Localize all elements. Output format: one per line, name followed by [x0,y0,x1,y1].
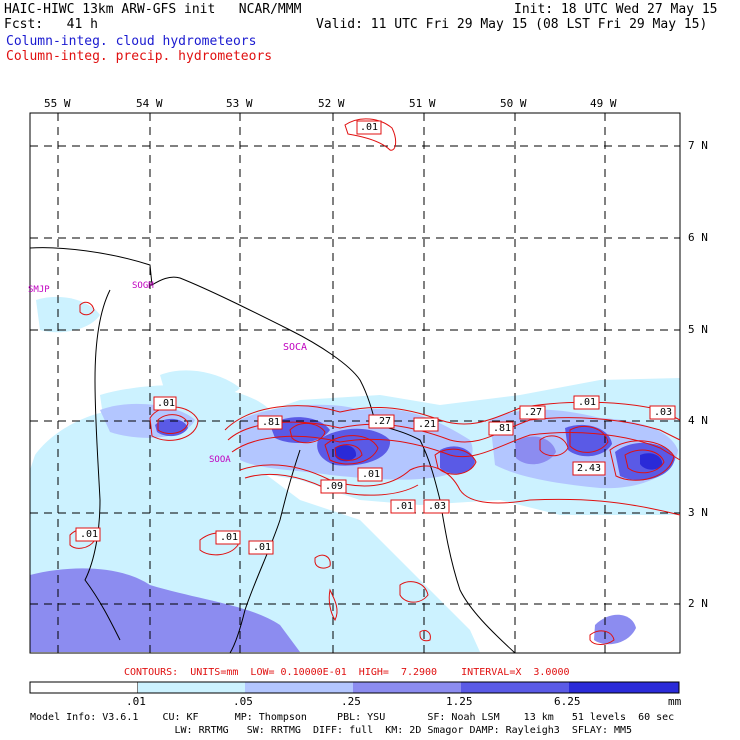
lon-label: 49 W [590,97,617,110]
contour-label: .03 [428,501,447,512]
station-label: SOCA [283,342,308,353]
field-label-precip: Column-integ. precip. hydrometeors [6,49,273,64]
contour-label: .01 [220,532,239,543]
colorbar-tick: .01 [126,695,146,708]
contour-label: .21 [418,419,437,430]
contour-label: .03 [654,407,673,418]
contour-label: 2.43 [577,463,602,474]
contour-label: .01 [360,122,379,133]
station-label: SOOA [209,455,231,465]
lat-label: 4 N [688,414,708,427]
contour-label: .01 [157,398,176,409]
valid-time: Valid: 11 UTC Fri 29 May 15 (08 LST Fri … [316,17,708,32]
station-label: SOGM [132,281,154,291]
contour-label: .01 [253,542,272,553]
init-time: Init: 18 UTC Wed 27 May 15 [514,2,718,17]
contour-label: .81 [262,417,281,428]
contours-info: CONTOURS: UNITS=mm LOW= 0.10000E-01 HIGH… [124,667,570,678]
contour-label: .09 [325,481,344,492]
colorbar-tick: .05 [233,695,253,708]
forecast-hour: Fcst: 41 h [4,17,98,32]
contour-label: .81 [493,423,512,434]
contour-label: .01 [395,501,414,512]
lat-label: 5 N [688,323,708,336]
map-frame [29,112,681,654]
model-info-line1: Model Info: V3.6.1 CU: KF MP: Thompson P… [30,712,675,723]
lat-label: 3 N [688,506,708,519]
lat-label: 2 N [688,597,708,610]
lon-label: 54 W [136,97,163,110]
lon-label: 53 W [226,97,253,110]
colorbar-unit: mm [668,695,682,708]
contour-label-boxes [75,120,676,555]
lat-label: 7 N [688,139,708,152]
lon-label: 52 W [318,97,345,110]
contour-label: .01 [80,529,99,540]
title-left: HAIC-HIWC 13km ARW-GFS init NCAR/MMM [4,2,302,17]
contour-label: .01 [578,397,597,408]
lat-label: 6 N [688,231,708,244]
station-label: SMJP [28,285,50,295]
lon-label: 51 W [409,97,436,110]
colorbar-tick: 6.25 [554,695,581,708]
lat-lon-grid [30,113,680,653]
contour-label: .27 [524,407,543,418]
model-info-line2: LW: RRTMG SW: RRTMG DIFF: full KM: 2D Sm… [30,725,633,736]
colorbar-tick: 1.25 [446,695,473,708]
contour-label: .01 [362,469,381,480]
colorbar-tick: .25 [341,695,361,708]
colorbar [29,681,680,694]
contour-label: .27 [373,416,392,427]
field-label-cloud: Column-integ. cloud hydrometeors [6,34,257,49]
lon-label: 50 W [500,97,527,110]
lon-label: 55 W [44,97,71,110]
